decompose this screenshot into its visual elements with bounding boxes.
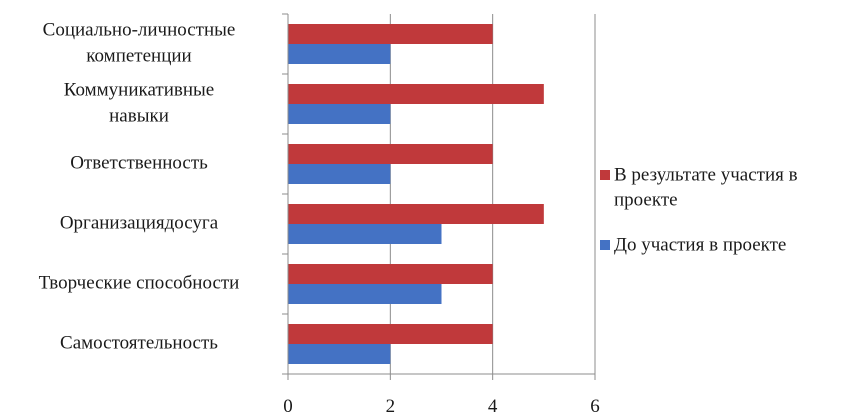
bar-before-2	[288, 164, 391, 184]
x-tick-labels: 0 2 4 6	[283, 396, 600, 417]
bar-after-2	[288, 144, 493, 164]
category-label-line: компетенции	[86, 45, 191, 66]
category-label-5: Самостоятельность	[60, 332, 218, 353]
axes	[282, 13, 595, 380]
category-label-line: Организациядосуга	[60, 212, 219, 233]
x-tick-label-0: 0	[283, 396, 293, 417]
x-tick-label-4: 4	[488, 396, 498, 417]
category-label-line: Ответственность	[70, 152, 208, 173]
bar-after-3	[288, 204, 544, 224]
bars	[288, 24, 544, 364]
category-label-line: Коммуникативные	[64, 79, 214, 100]
grid-lines	[389, 14, 596, 380]
legend-swatch-1	[600, 240, 610, 250]
bar-before-1	[288, 104, 391, 124]
category-label-3: Организациядосуга	[60, 212, 219, 233]
x-tick-label-6: 6	[590, 396, 600, 417]
bar-after-5	[288, 324, 493, 344]
bar-after-4	[288, 264, 493, 284]
bar-before-5	[288, 344, 391, 364]
category-label-line: Творческие способности	[39, 272, 240, 293]
legend-label-line: В результате участия в	[614, 164, 798, 185]
legend-label-line: До участия в проекте	[614, 234, 786, 255]
legend-label-0: В результате участия в проекте	[614, 164, 798, 210]
bar-before-3	[288, 224, 442, 244]
category-label-line: Самостоятельность	[60, 332, 218, 353]
category-labels: Социально-личностные компетенции Коммуника…	[39, 19, 240, 353]
category-label-line: навыки	[109, 105, 169, 126]
bar-after-1	[288, 84, 544, 104]
legend-swatch-0	[600, 170, 610, 180]
x-tick-label-2: 2	[386, 396, 396, 417]
bar-before-4	[288, 284, 442, 304]
bar-before-0	[288, 44, 391, 64]
legend-label-1: До участия в проекте	[614, 234, 786, 255]
category-label-0: Социально-личностные компетенции	[43, 19, 236, 66]
category-label-1: Коммуникативные навыки	[64, 79, 214, 126]
legend-label-line: проекте	[614, 189, 678, 210]
bar-after-0	[288, 24, 493, 44]
category-label-4: Творческие способности	[39, 272, 240, 293]
category-label-line: Социально-личностные	[43, 19, 236, 40]
category-label-2: Ответственность	[70, 152, 208, 173]
legend: В результате участия в проекте До участия …	[600, 164, 798, 255]
